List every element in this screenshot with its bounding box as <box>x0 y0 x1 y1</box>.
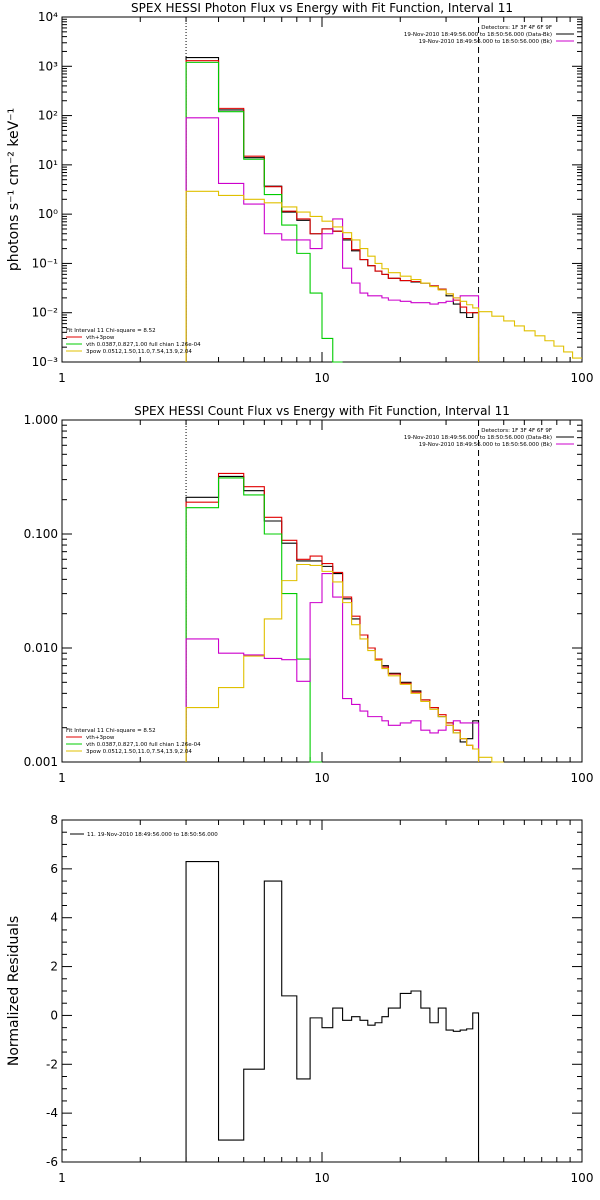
legend-top-right-entry: Detectors: 1F 3F 4F 6F 9F <box>481 25 552 31</box>
series-vth-3pow <box>185 60 480 362</box>
series-vth-3pow <box>185 472 480 762</box>
chart-1: SPEX HESSI Photon Flux vs Energy with Fi… <box>6 1 593 385</box>
y-tick-label: 10⁻¹ <box>32 256 59 270</box>
x-tick-label: 100 <box>571 371 594 385</box>
y-tick-label: 6 <box>50 862 58 876</box>
legend-bottom-left-entry: 3pow 0.0512,1.50,11.0,7.54,13.9,2.04 <box>86 749 192 755</box>
plot-frame <box>61 819 583 1163</box>
y-tick-label: 10³ <box>38 59 58 73</box>
chart-title: SPEX HESSI Photon Flux vs Energy with Fi… <box>131 1 513 15</box>
x-tick-label: 1 <box>58 771 66 785</box>
x-tick-label: 10 <box>314 771 329 785</box>
x-tick-label: 100 <box>571 1171 594 1185</box>
y-tick-label: 10² <box>38 109 58 123</box>
y-tick-label: 10⁻² <box>32 306 59 320</box>
y-tick-label: 2 <box>50 960 58 974</box>
y-axis-label: photons s⁻¹ cm⁻² keV⁻¹ <box>6 108 22 271</box>
series-vth <box>185 477 322 763</box>
y-tick-label: 10⁴ <box>38 10 58 24</box>
legend-top-right-entry: 19-Nov-2010 18:49:56.000 to 18:50:56.000… <box>419 39 552 45</box>
legend-bottom-left-entry: 3pow 0.0512,1.50,11.0,7.54,13.9,2.04 <box>86 349 192 355</box>
x-tick-label: 100 <box>571 771 594 785</box>
y-tick-label: 10¹ <box>38 158 58 172</box>
legend-top-left-entry: 11. 19-Nov-2010 18:49:56.000 to 18:50:56… <box>87 832 218 838</box>
series-bk <box>185 117 480 362</box>
series-3pow <box>185 190 480 362</box>
legend-bottom-left-entry: vth 0.0387,0.827,1.00 full chian 1.26e-0… <box>86 342 201 348</box>
y-tick-label: 0 <box>50 1008 58 1022</box>
legend-bottom-left-entry: vth+3pow <box>86 735 115 741</box>
chart-3: 1 10 100 -6 -4 -2 0 2 4 6 8 Normalized Residuals 11.… <box>6 813 593 1185</box>
series-vth <box>185 61 343 363</box>
series-residuals <box>185 860 480 1162</box>
legend-top-right-entry: 19-Nov-2010 18:49:56.000 to 18:50:56.000… <box>404 32 552 38</box>
series-data-bk <box>185 475 480 762</box>
chart-2: SPEX HESSI Count Flux vs Energy with Fit… <box>24 404 594 785</box>
legend-bottom-left-entry: vth 0.0387,0.827,1.00 full chian 1.26e-0… <box>86 742 201 748</box>
y-tick-label: -4 <box>46 1106 58 1120</box>
legend-top-right-entry: 19-Nov-2010 18:49:56.000 to 18:50:56.000… <box>419 442 552 448</box>
x-tick-label: 1 <box>58 371 66 385</box>
series-3pow-extension <box>477 749 504 763</box>
series-3pow-extension <box>477 307 582 359</box>
legend-top-right-entry: Detectors: 1F 3F 4F 6F 9F <box>481 428 552 434</box>
y-tick-label: -2 <box>46 1057 58 1071</box>
y-tick-label: 4 <box>50 911 58 925</box>
y-tick-label: 1.000 <box>24 413 58 427</box>
chart-title: SPEX HESSI Count Flux vs Energy with Fit… <box>134 404 510 418</box>
y-tick-label: 8 <box>50 813 58 827</box>
series-3pow <box>185 563 480 762</box>
legend-bottom-left-entry: vth+3pow <box>86 335 115 341</box>
y-tick-label: -6 <box>46 1155 58 1169</box>
legend-bottom-left-entry: Fit Interval 11 Chi-square = 8.52 <box>66 328 156 334</box>
series-data-bk <box>185 57 480 362</box>
legend-bottom-left-entry: Fit Interval 11 Chi-square = 8.52 <box>66 728 156 734</box>
y-tick-label: 0.010 <box>24 641 58 655</box>
y-axis-label: Normalized Residuals <box>6 916 22 1066</box>
y-tick-label: 0.001 <box>24 755 58 769</box>
y-tick-label: 10⁰ <box>38 207 58 221</box>
x-tick-label: 1 <box>58 1171 66 1185</box>
series-bk <box>185 572 480 762</box>
y-tick-label: 0.100 <box>24 527 58 541</box>
x-tick-label: 10 <box>314 371 329 385</box>
legend-top-right-entry: 19-Nov-2010 18:49:56.000 to 18:50:56.000… <box>404 435 552 441</box>
y-tick-label: 10⁻³ <box>32 355 59 369</box>
x-tick-label: 10 <box>314 1171 329 1185</box>
